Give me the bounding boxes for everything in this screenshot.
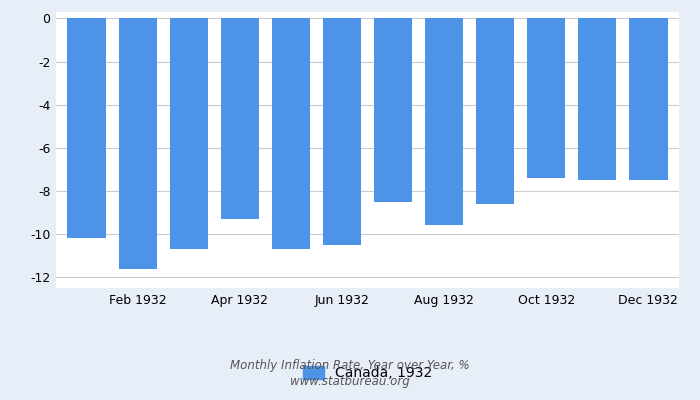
Bar	[169, 18, 208, 249]
Text: www.statbureau.org: www.statbureau.org	[290, 376, 410, 388]
Bar	[629, 18, 668, 180]
Text: Monthly Inflation Rate, Year over Year, %: Monthly Inflation Rate, Year over Year, …	[230, 360, 470, 372]
Bar	[476, 18, 514, 204]
Bar	[527, 18, 566, 178]
Bar	[374, 18, 412, 202]
Bar	[67, 18, 106, 238]
Bar	[272, 18, 310, 249]
Bar	[425, 18, 463, 226]
Bar	[118, 18, 157, 268]
Bar	[323, 18, 361, 245]
Legend: Canada, 1932: Canada, 1932	[298, 361, 438, 386]
Bar	[220, 18, 259, 219]
Bar	[578, 18, 617, 180]
